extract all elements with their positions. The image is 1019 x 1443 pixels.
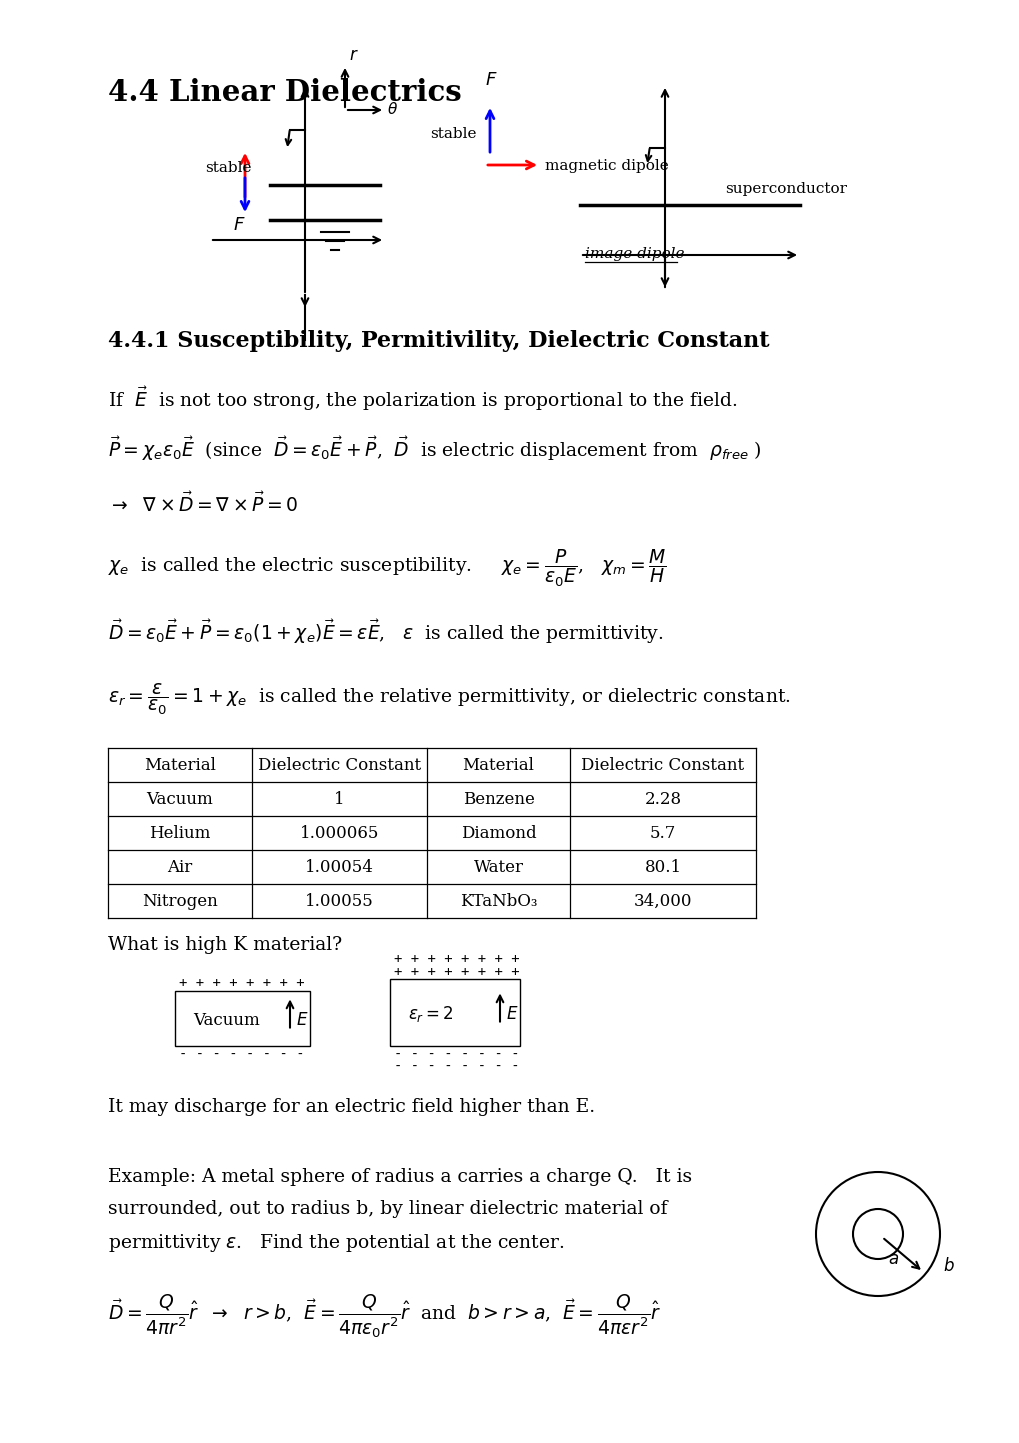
Text: $\chi_e$  is called the electric susceptibility.     $\chi_e = \dfrac{P}{\vareps: $\chi_e$ is called the electric suscepti… bbox=[108, 548, 666, 589]
Text: 1: 1 bbox=[334, 791, 344, 808]
Text: $\theta$: $\theta$ bbox=[386, 101, 397, 117]
Text: - - - - - - - -: - - - - - - - - bbox=[178, 1048, 305, 1061]
Text: $r$: $r$ bbox=[348, 48, 359, 63]
Text: Helium: Helium bbox=[149, 824, 211, 841]
Text: $\varepsilon_r = \dfrac{\varepsilon}{\varepsilon_0} = 1 + \chi_e$  is called the: $\varepsilon_r = \dfrac{\varepsilon}{\va… bbox=[108, 683, 790, 717]
Text: $E$: $E$ bbox=[505, 1006, 518, 1023]
Bar bbox=[389, 978, 520, 1046]
Text: image dipole: image dipole bbox=[585, 247, 684, 261]
Text: Material: Material bbox=[462, 756, 534, 773]
Text: $\vec{D} = \varepsilon_0 \vec{E} + \vec{P} = \varepsilon_0 (1 + \chi_e)\vec{E} =: $\vec{D} = \varepsilon_0 \vec{E} + \vec{… bbox=[108, 618, 662, 646]
Text: $E$: $E$ bbox=[296, 1012, 308, 1029]
Text: 4.4 Linear Dielectrics: 4.4 Linear Dielectrics bbox=[108, 78, 462, 107]
Text: 34,000: 34,000 bbox=[633, 893, 692, 909]
Text: What is high K material?: What is high K material? bbox=[108, 937, 341, 954]
Text: + + + + + + + +: + + + + + + + + bbox=[393, 965, 519, 978]
Text: 1.000065: 1.000065 bbox=[300, 824, 379, 841]
Text: $b$: $b$ bbox=[943, 1257, 954, 1274]
Text: 1.00055: 1.00055 bbox=[305, 893, 374, 909]
Text: $\rightarrow$  $\nabla \times \vec{D} = \nabla \times \vec{P} = 0$: $\rightarrow$ $\nabla \times \vec{D} = \… bbox=[108, 492, 299, 515]
Text: + + + + + + + +: + + + + + + + + bbox=[393, 952, 519, 965]
Text: Water: Water bbox=[473, 859, 523, 876]
Text: $\vec{P} = \chi_e \varepsilon_0 \vec{E}$  (since  $\vec{D} = \varepsilon_0 \vec{: $\vec{P} = \chi_e \varepsilon_0 \vec{E}$… bbox=[108, 434, 761, 463]
Text: - - - - - - - -: - - - - - - - - bbox=[393, 1048, 519, 1061]
Text: $\vec{D} = \dfrac{Q}{4\pi r^2}\hat{r}$  $\rightarrow$  $r > b$,  $\vec{E} = \dfr: $\vec{D} = \dfrac{Q}{4\pi r^2}\hat{r}$ $… bbox=[108, 1291, 660, 1339]
Text: superconductor: superconductor bbox=[725, 182, 846, 196]
Text: It may discharge for an electric field higher than E.: It may discharge for an electric field h… bbox=[108, 1098, 594, 1115]
Text: 1.00054: 1.00054 bbox=[305, 859, 374, 876]
Text: stable: stable bbox=[430, 127, 476, 141]
Text: Nitrogen: Nitrogen bbox=[142, 893, 218, 909]
Text: $F$: $F$ bbox=[484, 71, 497, 89]
Text: Dielectric Constant: Dielectric Constant bbox=[258, 756, 421, 773]
Text: If  $\vec{E}$  is not too strong, the polarization is proportional to the field.: If $\vec{E}$ is not too strong, the pola… bbox=[108, 385, 737, 413]
Text: 5.7: 5.7 bbox=[649, 824, 676, 841]
Text: + + + + + + + +: + + + + + + + + bbox=[178, 975, 305, 990]
Text: magnetic dipole: magnetic dipole bbox=[544, 159, 668, 173]
Text: permittivity $\varepsilon$.   Find the potential at the center.: permittivity $\varepsilon$. Find the pot… bbox=[108, 1232, 565, 1254]
Text: - - - - - - - -: - - - - - - - - bbox=[393, 1059, 519, 1074]
Text: 80.1: 80.1 bbox=[644, 859, 681, 876]
Text: surrounded, out to radius b, by linear dielectric material of: surrounded, out to radius b, by linear d… bbox=[108, 1201, 666, 1218]
Text: Dielectric Constant: Dielectric Constant bbox=[581, 756, 744, 773]
Text: 4.4.1 Susceptibility, Permitivility, Dielectric Constant: 4.4.1 Susceptibility, Permitivility, Die… bbox=[108, 330, 768, 352]
Text: Example: A metal sphere of radius a carries a charge Q.   It is: Example: A metal sphere of radius a carr… bbox=[108, 1167, 692, 1186]
Text: Vacuum: Vacuum bbox=[193, 1012, 260, 1029]
Text: stable: stable bbox=[205, 162, 252, 175]
Text: Vacuum: Vacuum bbox=[147, 791, 213, 808]
Text: $a$: $a$ bbox=[888, 1251, 898, 1268]
Text: Benzene: Benzene bbox=[462, 791, 534, 808]
Text: 2.28: 2.28 bbox=[644, 791, 681, 808]
Bar bbox=[175, 991, 310, 1046]
Text: Material: Material bbox=[144, 756, 216, 773]
Text: KTaNbO₃: KTaNbO₃ bbox=[460, 893, 537, 909]
Text: Diamond: Diamond bbox=[461, 824, 536, 841]
Text: Air: Air bbox=[167, 859, 193, 876]
Text: $\varepsilon_r = 2$: $\varepsilon_r = 2$ bbox=[408, 1004, 453, 1025]
Text: $F$: $F$ bbox=[232, 216, 246, 234]
